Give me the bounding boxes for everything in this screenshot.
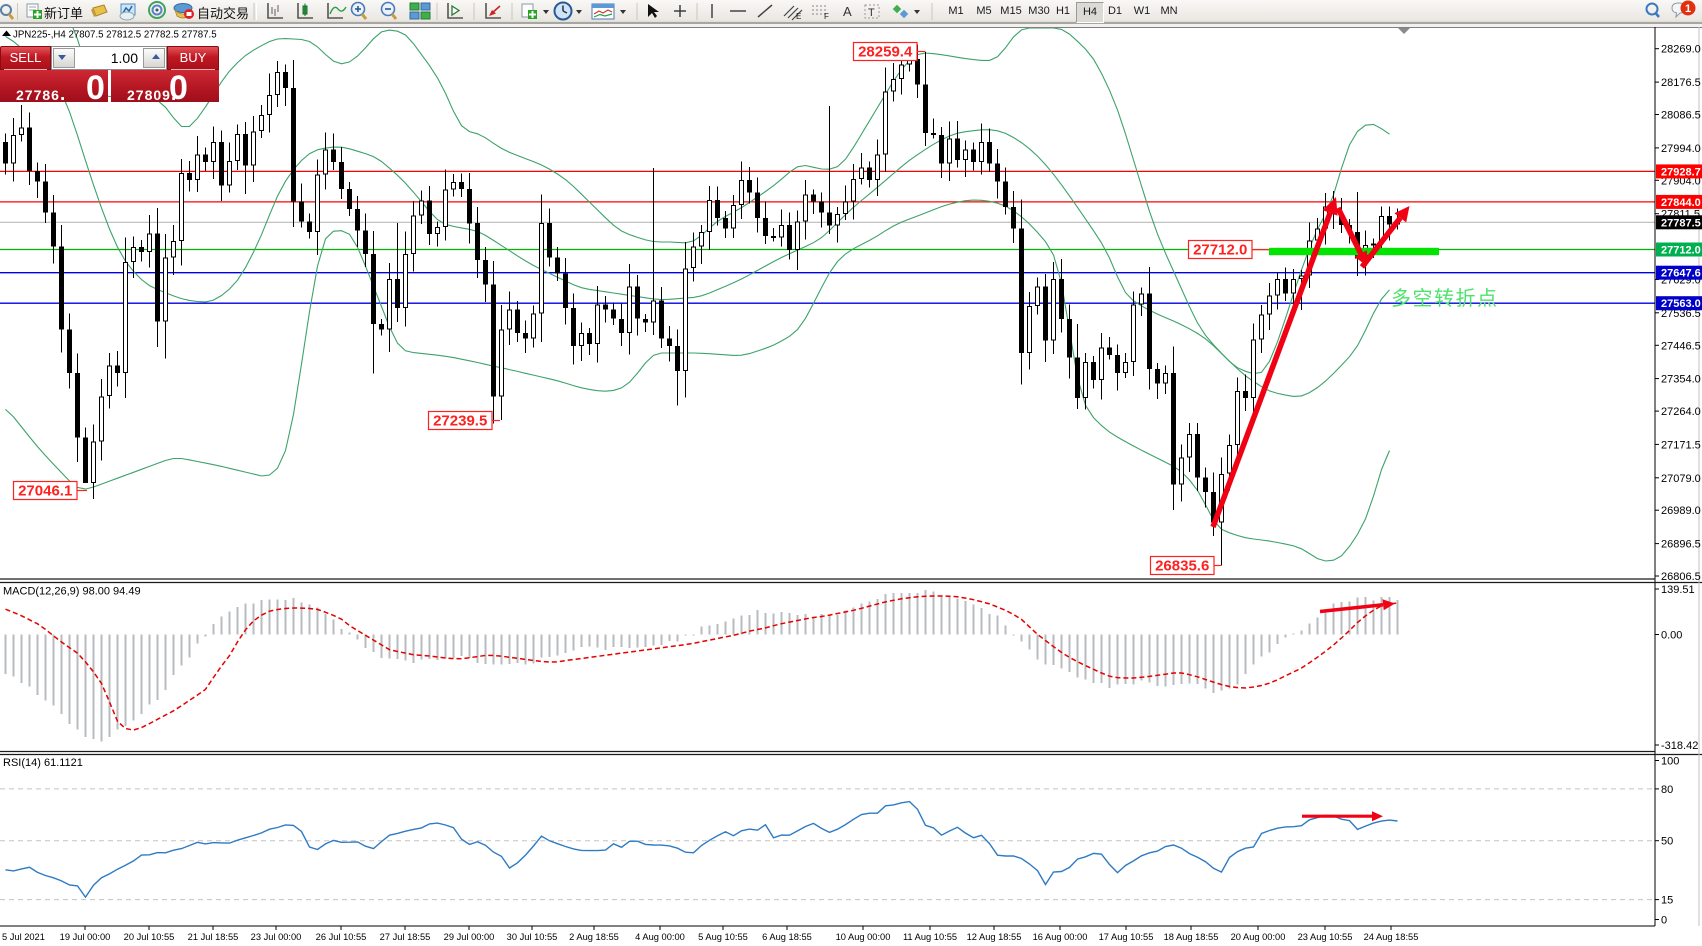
svg-text:27046.1: 27046.1 xyxy=(18,483,72,500)
svg-text:27446.5: 27446.5 xyxy=(1661,340,1701,352)
svg-text:139.51: 139.51 xyxy=(1661,584,1695,596)
svg-text:26 Jul 10:55: 26 Jul 10:55 xyxy=(316,932,367,942)
svg-text:1: 1 xyxy=(1685,3,1691,15)
svg-text:F: F xyxy=(824,12,829,21)
svg-text:30 Jul 10:55: 30 Jul 10:55 xyxy=(507,932,558,942)
svg-text:27712.0: 27712.0 xyxy=(1661,245,1701,257)
svg-text:80: 80 xyxy=(1661,784,1673,796)
svg-text:27079.0: 27079.0 xyxy=(1661,473,1701,485)
svg-text:5 Jul 2021: 5 Jul 2021 xyxy=(2,932,45,942)
svg-text:19 Jul 00:00: 19 Jul 00:00 xyxy=(60,932,111,942)
svg-text:10 Aug 00:00: 10 Aug 00:00 xyxy=(836,932,891,942)
svg-text:29 Jul 00:00: 29 Jul 00:00 xyxy=(444,932,495,942)
svg-text:27844.0: 27844.0 xyxy=(1661,197,1701,209)
svg-text:50: 50 xyxy=(1661,836,1673,848)
svg-text:18 Aug 18:55: 18 Aug 18:55 xyxy=(1164,932,1219,942)
svg-text:5 Aug 10:55: 5 Aug 10:55 xyxy=(698,932,748,942)
svg-text:27536.5: 27536.5 xyxy=(1661,308,1701,320)
svg-text:6 Aug 18:55: 6 Aug 18:55 xyxy=(762,932,812,942)
svg-text:27563.0: 27563.0 xyxy=(1661,298,1701,310)
svg-text:MACD(12,26,9) 98.00 94.49: MACD(12,26,9) 98.00 94.49 xyxy=(3,586,141,598)
svg-text:0.00: 0.00 xyxy=(1661,630,1682,642)
svg-text:E: E xyxy=(796,12,801,21)
svg-text:27647.6: 27647.6 xyxy=(1661,268,1701,280)
svg-text:24 Aug 18:55: 24 Aug 18:55 xyxy=(1364,932,1419,942)
svg-text:A: A xyxy=(843,4,852,19)
svg-text:26806.5: 26806.5 xyxy=(1661,571,1701,583)
svg-text:27264.0: 27264.0 xyxy=(1661,406,1701,418)
svg-text:17 Aug 10:55: 17 Aug 10:55 xyxy=(1099,932,1154,942)
svg-text:20 Jul 10:55: 20 Jul 10:55 xyxy=(124,932,175,942)
svg-text:27928.7: 27928.7 xyxy=(1661,166,1701,178)
svg-text:21 Jul 18:55: 21 Jul 18:55 xyxy=(188,932,239,942)
svg-text:-318.42: -318.42 xyxy=(1661,740,1698,752)
svg-text:23 Jul 00:00: 23 Jul 00:00 xyxy=(251,932,302,942)
svg-text:RSI(14) 61.1121: RSI(14) 61.1121 xyxy=(3,757,83,769)
svg-text:多空转折点: 多空转折点 xyxy=(1391,287,1499,310)
svg-text:28176.5: 28176.5 xyxy=(1661,77,1701,89)
svg-text:11 Aug 10:55: 11 Aug 10:55 xyxy=(903,932,957,942)
svg-text:26835.6: 26835.6 xyxy=(1155,558,1209,575)
svg-text:T: T xyxy=(868,7,875,19)
svg-text:20 Aug 00:00: 20 Aug 00:00 xyxy=(1231,932,1286,942)
svg-text:100: 100 xyxy=(1661,756,1679,768)
svg-text:0: 0 xyxy=(1661,915,1667,927)
svg-text:27994.0: 27994.0 xyxy=(1661,143,1701,155)
svg-text:27787.5: 27787.5 xyxy=(1661,217,1701,229)
svg-text:27239.5: 27239.5 xyxy=(433,413,487,430)
svg-text:26989.0: 26989.0 xyxy=(1661,505,1701,517)
svg-text:28259.4: 28259.4 xyxy=(858,44,913,61)
svg-text:27354.0: 27354.0 xyxy=(1661,374,1701,386)
svg-text:16 Aug 00:00: 16 Aug 00:00 xyxy=(1033,932,1088,942)
svg-text:27 Jul 18:55: 27 Jul 18:55 xyxy=(380,932,431,942)
svg-text:12 Aug 18:55: 12 Aug 18:55 xyxy=(967,932,1022,942)
svg-text:JPN225-,H4 27807.5 27812.5 27: JPN225-,H4 27807.5 27812.5 27782.5 27787… xyxy=(13,30,217,41)
svg-text:28086.5: 28086.5 xyxy=(1661,110,1701,122)
svg-text:27712.0: 27712.0 xyxy=(1193,242,1247,259)
svg-text:23 Aug 10:55: 23 Aug 10:55 xyxy=(1298,932,1353,942)
svg-text:28269.0: 28269.0 xyxy=(1661,44,1701,56)
svg-text:26896.5: 26896.5 xyxy=(1661,539,1701,551)
svg-text:4 Aug 00:00: 4 Aug 00:00 xyxy=(635,932,685,942)
svg-text:15: 15 xyxy=(1661,895,1673,907)
svg-text:2 Aug 18:55: 2 Aug 18:55 xyxy=(569,932,619,942)
svg-text:27171.5: 27171.5 xyxy=(1661,439,1701,451)
